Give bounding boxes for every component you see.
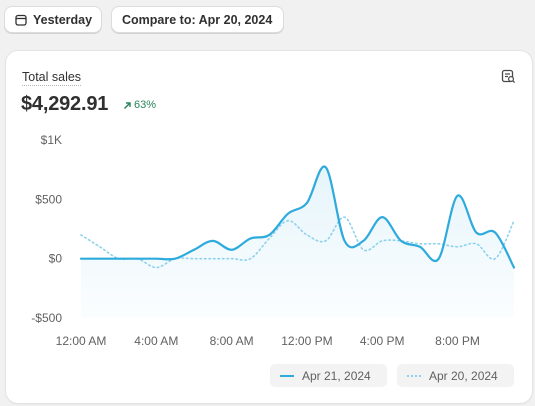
legend-swatch-dotted	[407, 374, 421, 377]
x-tick-label: 8:00 AM	[210, 334, 254, 348]
series-line-current	[79, 165, 516, 269]
x-tick-label: 4:00 PM	[360, 334, 405, 348]
card-title[interactable]: Total sales	[22, 70, 82, 86]
sales-line-chart: $1K $500 $0 -$500 12:00 AM 4:00 AM 8:00 AM 12:…	[31, 133, 516, 348]
legend-label-compare: Apr 20, 2024	[429, 368, 498, 383]
x-tick-label: 4:00 AM	[134, 334, 178, 348]
legend-item-current[interactable]: Apr 21, 2024	[270, 364, 387, 387]
analytics-icon[interactable]	[501, 69, 516, 84]
y-tick-label: $0	[49, 252, 63, 266]
legend-swatch-solid	[280, 374, 294, 377]
sales-delta-value: 63%	[134, 99, 157, 111]
arrow-up-right-icon	[124, 101, 131, 109]
date-range-button[interactable]: Yesterday	[4, 6, 102, 33]
series-line-compare	[80, 216, 515, 269]
y-tick-label: -$500	[31, 311, 62, 325]
legend-item-compare[interactable]: Apr 20, 2024	[397, 364, 514, 387]
calendar-icon	[15, 14, 27, 26]
total-sales-value: $4,292.91	[21, 93, 109, 115]
sales-delta: 63%	[123, 99, 156, 111]
x-tick-label: 8:00 PM	[435, 334, 480, 348]
compare-date-button[interactable]: Compare to: Apr 20, 2024	[111, 6, 284, 33]
y-tick-label: $1K	[41, 133, 62, 147]
series-area-current	[81, 166, 514, 318]
compare-date-label: Compare to: Apr 20, 2024	[122, 12, 273, 27]
legend-label-current: Apr 21, 2024	[302, 368, 371, 383]
x-tick-label: 12:00 AM	[56, 334, 107, 348]
y-tick-label: $500	[35, 192, 62, 206]
total-sales-card: Total sales $4,292.91 63% $1K $500 $0 -$500…	[6, 51, 532, 403]
date-range-label: Yesterday	[33, 12, 93, 27]
x-tick-label: 12:00 PM	[281, 334, 332, 348]
